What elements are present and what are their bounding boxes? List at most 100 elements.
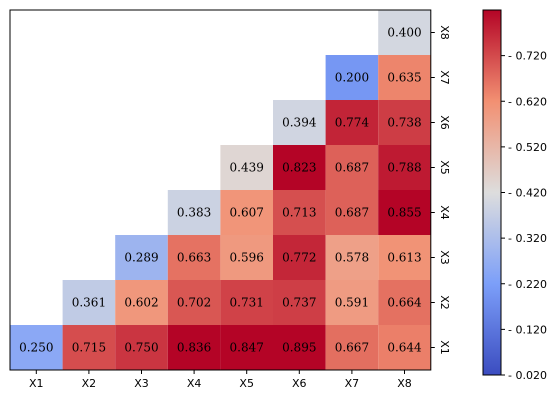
- heatmap-cell: [273, 325, 326, 370]
- heatmap-cell: [220, 280, 273, 325]
- cell-value-label: 0.788: [387, 161, 421, 175]
- cell-value-label: 0.596: [230, 251, 264, 265]
- plot-frame: [9, 9, 432, 371]
- heatmap-cell: [115, 325, 168, 370]
- heatmap-cell: [378, 145, 431, 190]
- y-tick-label: X8: [438, 25, 451, 40]
- colorbar-tick-label: - 0.320: [508, 232, 547, 245]
- cell-value-label: 0.394: [282, 116, 317, 130]
- cell-value-label: 0.289: [124, 251, 158, 265]
- colorbar-tick-label: - 0.620: [508, 95, 547, 108]
- heatmap-cell: [115, 235, 168, 280]
- colorbar-tick-label: - 0.020: [508, 369, 547, 382]
- cell-value-label: 0.737: [282, 296, 316, 310]
- heatmap-cell: [273, 145, 326, 190]
- y-tick-label: X4: [438, 205, 451, 220]
- cell-value-label: 0.836: [177, 341, 211, 355]
- cell-value-label: 0.383: [177, 206, 211, 220]
- cell-value-label: 0.774: [335, 116, 370, 130]
- cell-value-label: 0.715: [72, 341, 106, 355]
- y-tick-label: X3: [438, 250, 451, 265]
- colorbar-tick-label: - 0.420: [508, 187, 547, 200]
- x-tick-label: X4: [187, 377, 202, 390]
- cell-value-label: 0.663: [177, 251, 211, 265]
- cell-value-label: 0.895: [282, 341, 316, 355]
- colorbar-tick-label: - 0.120: [508, 323, 547, 336]
- colorbar-tick-label: - 0.220: [508, 278, 547, 291]
- cell-value-label: 0.644: [387, 341, 422, 355]
- x-tick-label: X2: [82, 377, 97, 390]
- x-axis-ticks: X1 X2 X3 X4 X5 X6 X7 X8: [29, 370, 412, 390]
- cell-value-label: 0.847: [230, 341, 264, 355]
- heatmap-cell: [273, 100, 326, 145]
- cell-value-label: 0.591: [335, 296, 369, 310]
- heatmap-cells: 0.250 0.715 0.750 0.836 0.847 0.895 0.667 0.644…: [10, 10, 431, 370]
- x-tick-label: X5: [239, 377, 254, 390]
- heatmap-cell: [378, 55, 431, 100]
- y-tick-label: X6: [438, 115, 451, 130]
- heatmap-cell: [220, 235, 273, 280]
- y-tick-label: X2: [438, 295, 451, 310]
- colorbar-tick-label: - 0.720: [508, 50, 547, 63]
- heatmap-cell: [62, 280, 116, 325]
- cell-value-label: 0.361: [72, 296, 106, 310]
- x-tick-label: X8: [397, 377, 412, 390]
- cell-value-label: 0.687: [335, 206, 369, 220]
- cell-value-label: 0.855: [387, 206, 421, 220]
- cell-value-label: 0.731: [230, 296, 264, 310]
- colorbar-gradient: [482, 9, 502, 376]
- heatmap-cell: [62, 325, 116, 370]
- x-tick-label: X7: [345, 377, 360, 390]
- heatmap-cell: [325, 145, 379, 190]
- x-tick-label: X3: [134, 377, 149, 390]
- cell-value-label: 0.713: [282, 206, 316, 220]
- heatmap-cell: [167, 190, 221, 235]
- cell-value-label: 0.702: [177, 296, 211, 310]
- heatmap-cell: [378, 10, 431, 55]
- colorbar-tick-label: - 0.520: [508, 141, 547, 154]
- cell-value-label: 0.613: [387, 251, 421, 265]
- heatmap-cell: [220, 325, 273, 370]
- heatmap-cell: [220, 190, 273, 235]
- cell-value-label: 0.664: [387, 296, 422, 310]
- heatmap-cell: [378, 235, 431, 280]
- heatmap-cell: [167, 235, 221, 280]
- heatmap-cell: [378, 190, 431, 235]
- y-tick-label: X7: [438, 70, 451, 85]
- heatmap-cell: [220, 145, 273, 190]
- cell-value-label: 0.200: [335, 71, 369, 85]
- cell-value-label: 0.738: [387, 116, 421, 130]
- cell-value-label: 0.823: [282, 161, 316, 175]
- heatmap-cell: [325, 235, 379, 280]
- heatmap-cell: [378, 325, 431, 370]
- cell-value-label: 0.750: [124, 341, 158, 355]
- cell-value-label: 0.667: [335, 341, 369, 355]
- heatmap-cell: [273, 280, 326, 325]
- cell-value-label: 0.687: [335, 161, 369, 175]
- heatmap-cell: [378, 280, 431, 325]
- heatmap-cell: [378, 100, 431, 145]
- heatmap-cell: [325, 325, 379, 370]
- cell-value-label: 0.772: [282, 251, 316, 265]
- heatmap-cell: [10, 325, 63, 370]
- x-tick-label: X6: [292, 377, 307, 390]
- x-tick-label: X1: [29, 377, 44, 390]
- heatmap-cell: [167, 280, 221, 325]
- y-tick-label: X1: [438, 340, 451, 355]
- heatmap-cell: [325, 100, 379, 145]
- cell-value-label: 0.439: [230, 161, 264, 175]
- heatmap-cell: [273, 235, 326, 280]
- colorbar: - 0.020 - 0.120 - 0.220 - 0.320 - 0.420 - 0.5…: [482, 9, 547, 382]
- cell-value-label: 0.635: [387, 71, 421, 85]
- y-axis-ticks: X1 X2 X3 X4 X5 X6 X7 X8: [430, 25, 451, 355]
- cell-value-label: 0.602: [124, 296, 158, 310]
- cell-value-label: 0.607: [230, 206, 264, 220]
- heatmap-cell: [115, 280, 168, 325]
- heatmap-cell: [325, 190, 379, 235]
- cell-value-label: 0.578: [335, 251, 369, 265]
- heatmap-cell: [325, 55, 379, 100]
- cell-value-label: 0.400: [387, 26, 421, 40]
- y-tick-label: X5: [438, 160, 451, 175]
- heatmap-cell: [167, 325, 221, 370]
- heatmap-cell: [325, 280, 379, 325]
